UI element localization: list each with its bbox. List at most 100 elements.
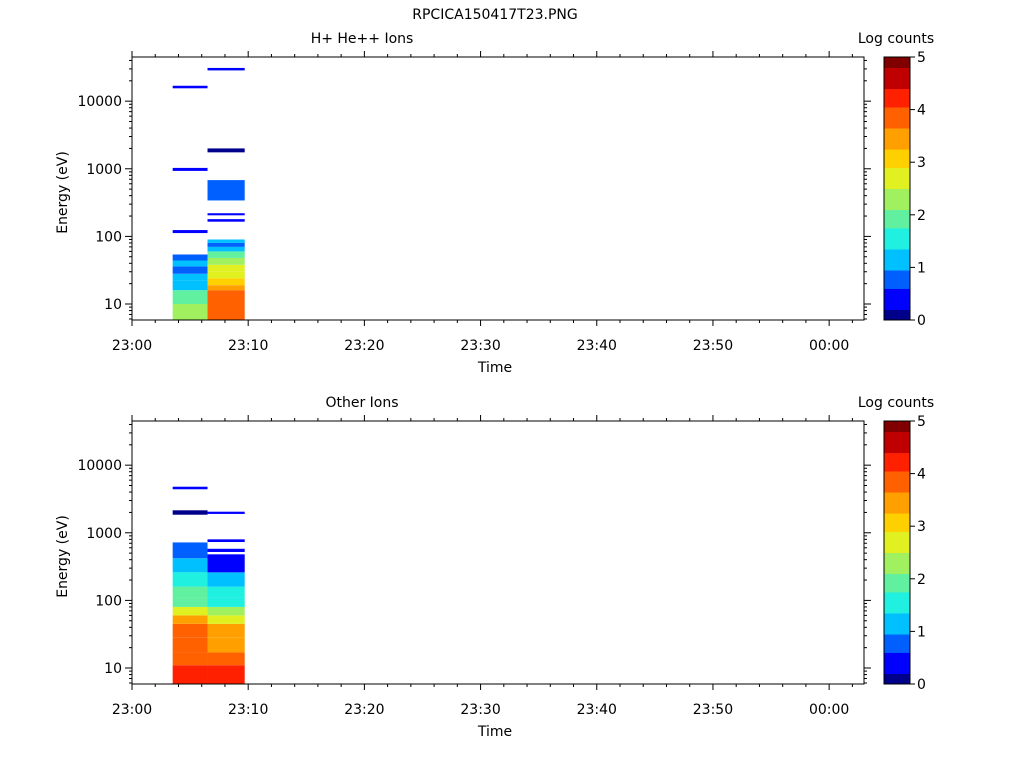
plot-frame	[131, 56, 865, 321]
colorbar-segment	[884, 306, 910, 310]
colorbar-segment	[884, 164, 910, 168]
colorbar-segment	[884, 568, 910, 572]
colorbar-tick-label: 1	[917, 260, 926, 276]
heatmap-cell	[207, 597, 245, 607]
heatmap-cell	[207, 665, 245, 684]
colorbar-segment	[884, 238, 910, 242]
colorbar-segment	[884, 515, 910, 519]
colorbar-segment	[884, 652, 910, 656]
colorbar-segment	[884, 510, 910, 514]
colorbar-segment	[884, 156, 910, 161]
y-tick-label: 10000	[77, 458, 122, 474]
colorbar-segment	[884, 275, 910, 279]
colorbar-tick-label: 5	[917, 414, 926, 430]
colorbar-segment	[884, 421, 910, 425]
colorbar-segment	[884, 133, 910, 137]
colorbar-segment	[884, 555, 910, 559]
x-tick-label: 23:50	[693, 702, 733, 718]
colorbar-segment	[884, 104, 910, 108]
colorbar-segment	[884, 560, 910, 564]
heatmap-cell	[207, 242, 245, 247]
colorbar-segment	[884, 101, 910, 105]
colorbar-segment	[884, 317, 910, 321]
colorbar-segment	[884, 584, 910, 588]
colorbar-segment	[884, 507, 910, 511]
colorbar-segment	[884, 277, 910, 282]
colorbar-segment	[884, 523, 910, 527]
colorbar-segment	[884, 589, 910, 593]
colorbar-tick-label: 3	[917, 519, 926, 535]
colorbar-tick-label: 5	[917, 50, 926, 66]
heatmap-cell	[172, 85, 208, 89]
heatmap-cell	[207, 652, 245, 666]
heatmap-cell	[207, 290, 245, 320]
colorbar-segment	[884, 605, 910, 609]
colorbar-tick-label: 4	[917, 103, 926, 119]
colorbar-segment	[884, 199, 910, 203]
colorbar-segment	[884, 520, 910, 525]
y-tick-label: 10	[104, 297, 122, 313]
colorbar-segment	[884, 241, 910, 245]
colorbar-segment	[884, 463, 910, 467]
colorbar-segment	[884, 676, 910, 680]
heatmap-cell	[172, 510, 208, 515]
colorbar-segment	[884, 288, 910, 292]
y-tick-label: 1000	[86, 162, 122, 178]
colorbar-segment	[884, 681, 910, 685]
x-tick-label: 23:30	[460, 702, 500, 718]
colorbar-segment	[884, 628, 910, 632]
colorbar-segment	[884, 665, 910, 669]
colorbar-tick-label: 1	[917, 624, 926, 640]
colorbar-segment	[884, 489, 910, 493]
colorbar-segment	[884, 670, 910, 674]
heatmap-cell	[207, 606, 245, 616]
heatmap-cell	[207, 554, 245, 573]
heatmap-cell	[207, 271, 245, 279]
colorbar-segment	[884, 444, 910, 448]
colorbar-segment	[884, 576, 910, 580]
colorbar-segment	[884, 204, 910, 208]
x-tick-label: 23:00	[112, 702, 152, 718]
heatmap-cell	[172, 572, 208, 587]
colorbar-segment	[884, 125, 910, 129]
heatmap-cell	[172, 254, 208, 261]
heatmap-cell	[207, 511, 245, 514]
colorbar-segment	[884, 91, 910, 95]
y-tick-label: 1000	[86, 526, 122, 542]
colorbar-segment	[884, 309, 910, 313]
colorbar: 0 1 2 3 4 5 Log counts	[858, 395, 934, 693]
colorbar-segment	[884, 70, 910, 74]
colorbar-segment	[884, 439, 910, 443]
colorbar-segment	[884, 457, 910, 461]
colorbar-segment	[884, 544, 910, 548]
colorbar-segment	[884, 83, 910, 87]
x-tick-label: 23:20	[344, 338, 384, 354]
heatmap-cell	[207, 67, 245, 71]
y-tick-label: 10000	[77, 94, 122, 110]
x-tick-label: 23:20	[344, 702, 384, 718]
x-tick-label: 23:10	[228, 338, 268, 354]
colorbar-segment	[884, 222, 910, 226]
figure-title: RPCICA150417T23.PNG	[412, 7, 577, 23]
colorbar-segment	[884, 476, 910, 480]
colorbar-segment	[884, 494, 910, 498]
colorbar-segment	[884, 531, 910, 535]
colorbar-segment	[884, 170, 910, 174]
colorbar-segment	[884, 185, 910, 189]
colorbar-segment	[884, 225, 910, 229]
colorbar-segment	[884, 636, 910, 640]
colorbar-segment	[884, 291, 910, 295]
colorbar-segment	[884, 59, 910, 63]
colorbar-segment	[884, 201, 910, 205]
colorbar-segment	[884, 304, 910, 308]
colorbar-segment	[884, 172, 910, 176]
y-axis-label: Energy (eV)	[55, 515, 71, 598]
colorbar-tick-label: 3	[917, 155, 926, 171]
heatmap-cell	[207, 623, 245, 638]
colorbar-segment	[884, 599, 910, 603]
colorbar-segment	[884, 465, 910, 469]
heatmap-cell	[207, 539, 245, 543]
colorbar-segment	[884, 212, 910, 216]
colorbar-segment	[884, 547, 910, 551]
heatmap-cell	[172, 266, 208, 274]
